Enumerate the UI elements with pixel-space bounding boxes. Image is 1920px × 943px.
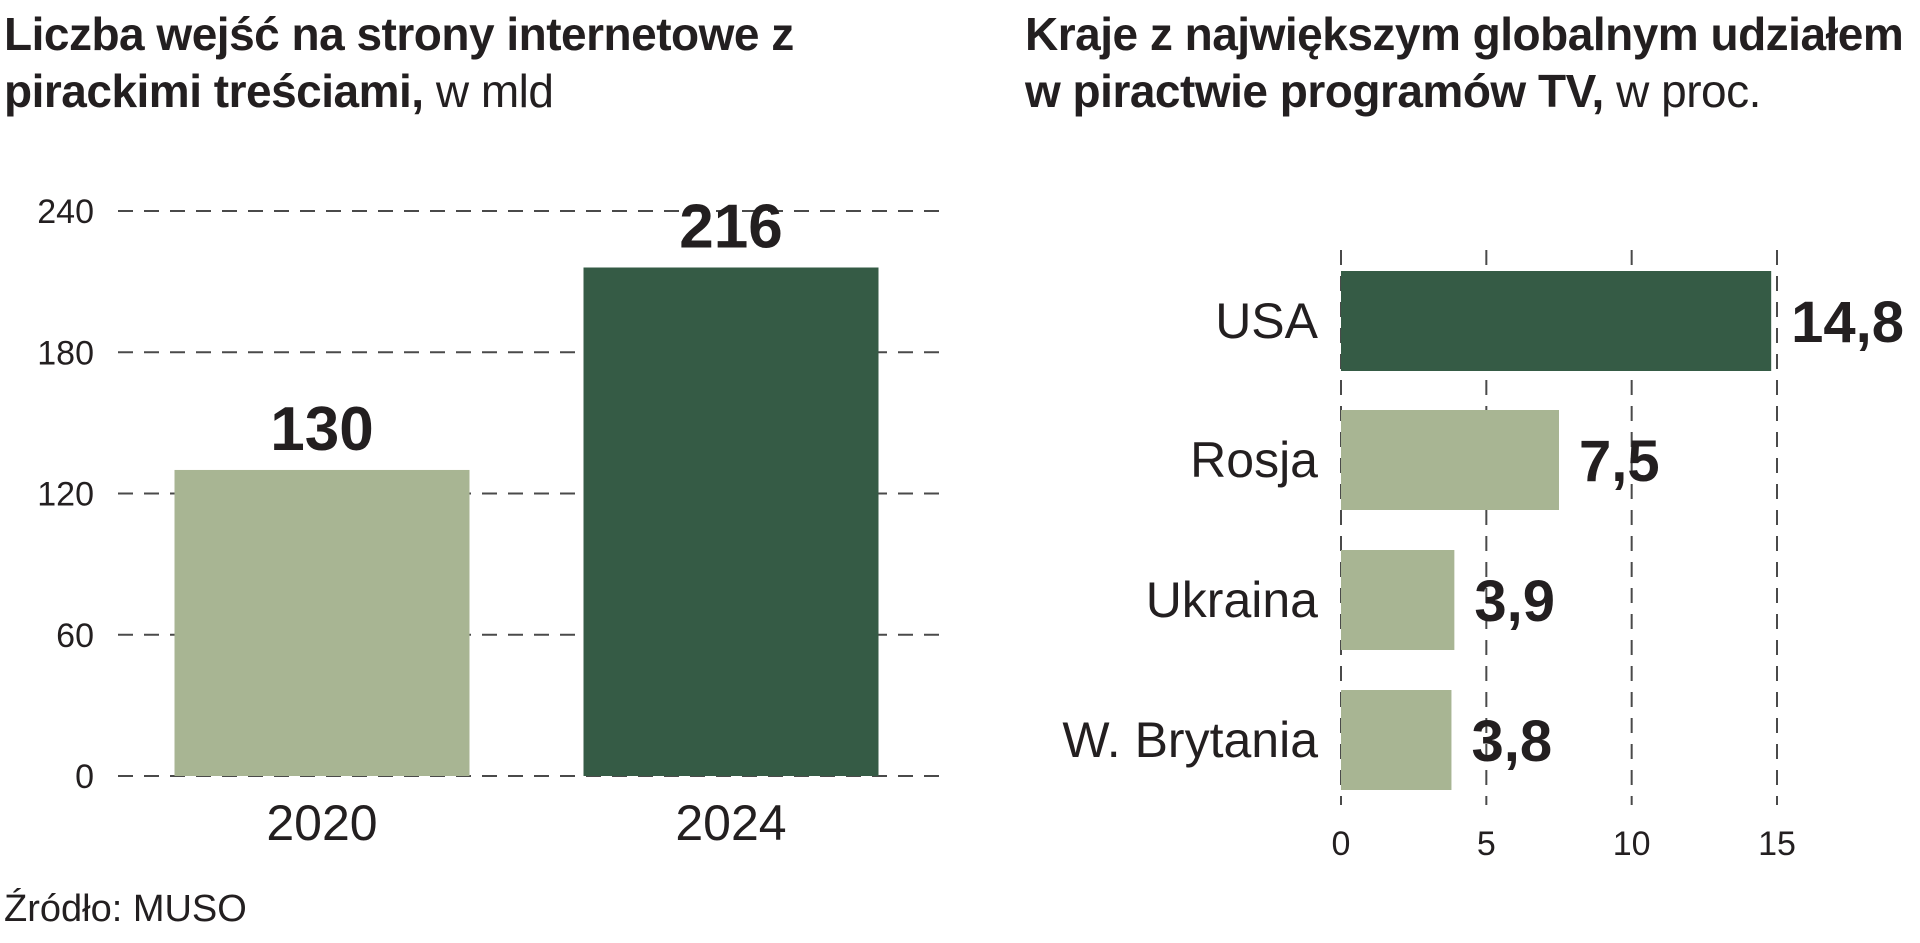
- chart-title-left-main: Liczba wejść na strony internetowe z pir…: [4, 8, 794, 117]
- bar-chart-left: 0 60 120 180 240 130 2020 216 2024: [37, 193, 940, 851]
- bar: [1341, 410, 1559, 510]
- data-label: 7,5: [1579, 429, 1660, 494]
- x-category-label: 2024: [675, 795, 786, 851]
- data-label: 14,8: [1791, 290, 1904, 355]
- y-category-label: Rosja: [1190, 432, 1318, 488]
- bar: [1341, 690, 1452, 790]
- y-category-label: W. Brytania: [1062, 712, 1318, 768]
- bar: [174, 469, 470, 776]
- data-label: 216: [679, 193, 782, 262]
- x-tick-label: 10: [1613, 825, 1651, 863]
- chart-title-right: Kraje z największym globalnym udziałem w…: [1025, 6, 1915, 120]
- chart-title-right-main: Kraje z największym globalnym udziałem w…: [1025, 8, 1904, 117]
- y-tick-label: 0: [75, 758, 94, 796]
- bar-chart-right: 0 5 10 15 USA 14,8 Rosja 7,5 Ukraina 3,9 W. Brytan…: [1062, 250, 1904, 863]
- source-note: Źródło: MUSO: [4, 888, 247, 930]
- y-category-label: USA: [1215, 293, 1318, 349]
- data-label: 130: [270, 395, 373, 464]
- chart-title-left-unit: w mld: [435, 65, 554, 117]
- x-tick-label: 5: [1477, 825, 1496, 863]
- y-tick-label: 120: [37, 476, 94, 514]
- bar: [583, 267, 879, 776]
- y-tick-label: 240: [37, 193, 94, 231]
- x-tick-label: 15: [1758, 825, 1796, 863]
- y-tick-label: 60: [56, 617, 94, 655]
- bar: [1341, 550, 1455, 650]
- y-category-label: Ukraina: [1146, 572, 1318, 628]
- data-label: 3,8: [1471, 709, 1552, 774]
- chart-title-right-unit: w proc.: [1616, 65, 1761, 117]
- x-category-label: 2020: [266, 795, 377, 851]
- data-label: 3,9: [1474, 569, 1555, 634]
- bar: [1341, 271, 1772, 371]
- y-tick-label: 180: [37, 334, 94, 372]
- chart-title-left: Liczba wejść na strony internetowe z pir…: [4, 6, 964, 120]
- x-tick-label: 0: [1332, 825, 1351, 863]
